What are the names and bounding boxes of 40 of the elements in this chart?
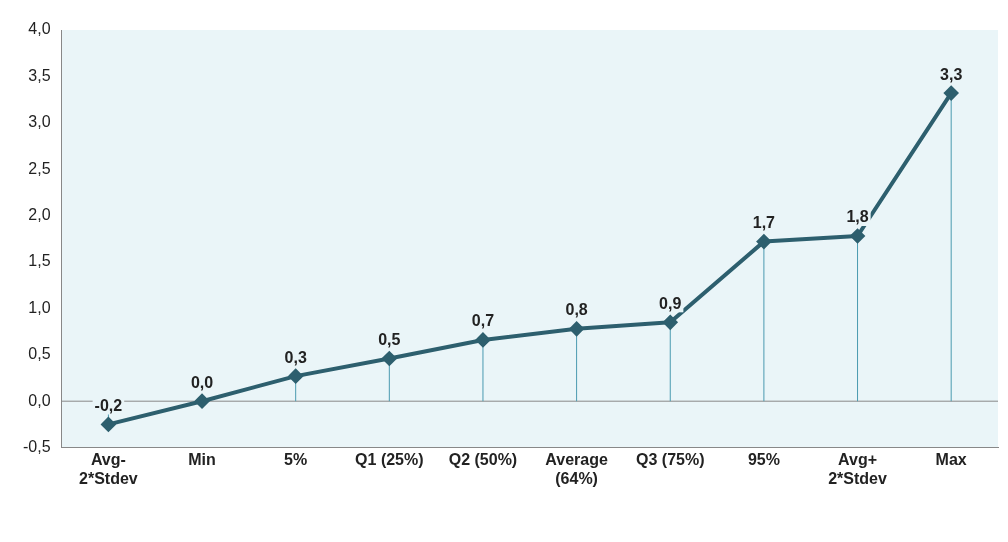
point (569, 321, 584, 336)
data-label: 0,7 (471, 312, 495, 330)
data-label: -0,2 (94, 396, 123, 414)
x-tick-label: Average (64%) (545, 450, 608, 487)
point (101, 417, 116, 432)
y-tick-label: 4,0 (28, 20, 51, 38)
y-tick-label: 2,5 (28, 159, 51, 177)
y-tick-label: 2,0 (28, 206, 51, 224)
point (382, 351, 397, 366)
point (288, 369, 303, 384)
data-label: 0,0 (190, 373, 214, 391)
point (944, 86, 959, 101)
y-tick-label: 0,5 (28, 345, 51, 363)
x-tick-label: 5% (284, 450, 308, 468)
data-label: 3,3 (940, 65, 963, 83)
data-label: 1,8 (846, 208, 869, 226)
y-tick-label: 3,5 (28, 66, 51, 84)
x-tick-label: Min (188, 450, 216, 468)
x-tick-label: Q1 (25%) (355, 450, 424, 468)
data-label: 0,9 (659, 294, 682, 312)
y-tick-label: 3,0 (28, 113, 51, 131)
y-tick-label: 1,0 (28, 298, 51, 316)
data-label: 0,5 (378, 330, 401, 348)
point (756, 234, 771, 249)
x-tick-label: Q2 (50%) (448, 450, 518, 468)
x-tick-label: 95% (747, 450, 780, 468)
point (195, 394, 210, 409)
data-label: 1,7 (752, 213, 776, 231)
data-label: 0,8 (565, 301, 588, 319)
y-tick-label: 1,5 (28, 252, 51, 270)
x-tick-label: Avg- 2*Stdev (79, 450, 138, 487)
x-tick-label: Avg+ 2*Stdev (828, 450, 887, 487)
y-tick-label: -0,5 (22, 438, 51, 456)
data-label: 0,3 (284, 348, 307, 366)
x-tick-label: Max (935, 450, 967, 468)
y-tick-label: 0,0 (28, 391, 51, 409)
point (850, 229, 865, 244)
x-tick-label: Q3 (75%) (636, 450, 705, 468)
point (475, 332, 490, 347)
point (663, 315, 678, 330)
